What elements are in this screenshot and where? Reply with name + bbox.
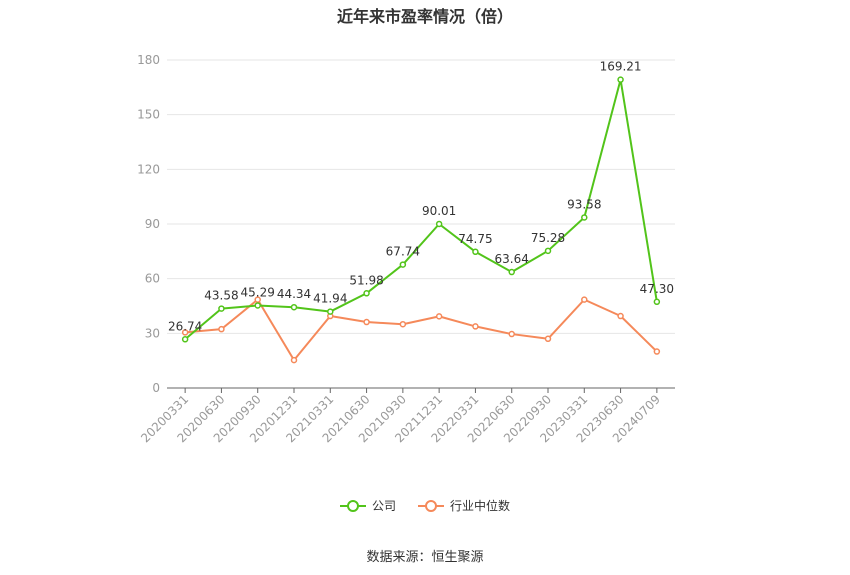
data-label: 47.30 — [640, 282, 674, 296]
y-tick-label: 0 — [152, 381, 160, 395]
legend-item-industry-median[interactable]: 行业中位数 — [418, 497, 510, 514]
line-chart: 0306090120150180202003312020063020200930… — [137, 53, 675, 445]
data-point-company — [399, 261, 407, 268]
data-point-industry-median — [544, 335, 552, 343]
data-point-company — [617, 76, 624, 83]
data-point-company — [181, 336, 189, 343]
data-point-company — [581, 214, 588, 221]
data-label: 63.64 — [495, 252, 529, 266]
data-point-industry-median — [218, 325, 225, 333]
y-tick-label: 120 — [137, 162, 160, 176]
y-tick-label: 60 — [145, 272, 160, 286]
legend-label-industry-median: 行业中位数 — [450, 499, 511, 513]
y-tick-label: 150 — [137, 108, 160, 122]
data-label: 90.01 — [422, 204, 456, 218]
data-point-industry-median — [399, 320, 407, 328]
data-label: 75.28 — [531, 231, 565, 245]
data-point-company — [508, 268, 515, 276]
data-point-industry-median — [435, 313, 443, 320]
data-label: 51.98 — [349, 273, 383, 287]
chart-title: 近年来市盈率情况（倍） — [336, 7, 513, 26]
data-point-industry-median — [472, 323, 479, 330]
data-point-company — [218, 305, 225, 312]
y-tick-label: 90 — [145, 217, 160, 231]
data-point-industry-median — [617, 312, 624, 320]
data-point-industry-median — [653, 348, 661, 355]
data-point-company — [544, 247, 552, 255]
data-label: 93.58 — [567, 197, 601, 211]
series-line-industry-median — [185, 298, 658, 362]
data-point-company — [290, 303, 298, 311]
chart-legend: 公司 行业中位数 — [0, 497, 850, 514]
data-point-industry-median — [181, 329, 189, 336]
data-point-industry-median — [290, 356, 298, 364]
data-point-company — [653, 298, 661, 306]
data-point-industry-median — [254, 296, 261, 303]
data-point-company — [472, 248, 479, 256]
legend-swatch-company — [339, 499, 366, 513]
data-label: 169.21 — [600, 60, 642, 74]
y-tick-label: 30 — [145, 326, 160, 340]
data-label: 67.74 — [386, 245, 420, 259]
data-point-industry-median — [363, 318, 370, 326]
legend-item-company[interactable]: 公司 — [339, 497, 396, 514]
data-label: 45.29 — [241, 285, 275, 299]
data-source: 数据来源：恒生聚源 — [366, 550, 484, 565]
data-point-company — [327, 308, 334, 315]
data-point-industry-median — [508, 330, 515, 338]
legend-swatch-industry-median — [418, 499, 444, 513]
data-label: 44.34 — [277, 287, 311, 301]
data-point-industry-median — [581, 296, 588, 303]
legend-label-company: 公司 — [371, 499, 396, 513]
data-label: 43.58 — [204, 289, 238, 303]
data-label: 26.74 — [168, 319, 202, 333]
data-label: 41.94 — [313, 292, 347, 306]
data-point-company — [363, 290, 370, 297]
data-point-company — [254, 302, 261, 309]
data-point-company — [435, 220, 443, 228]
series-line-company — [184, 78, 658, 341]
data-label: 74.75 — [458, 232, 492, 246]
y-tick-label: 180 — [137, 53, 160, 67]
